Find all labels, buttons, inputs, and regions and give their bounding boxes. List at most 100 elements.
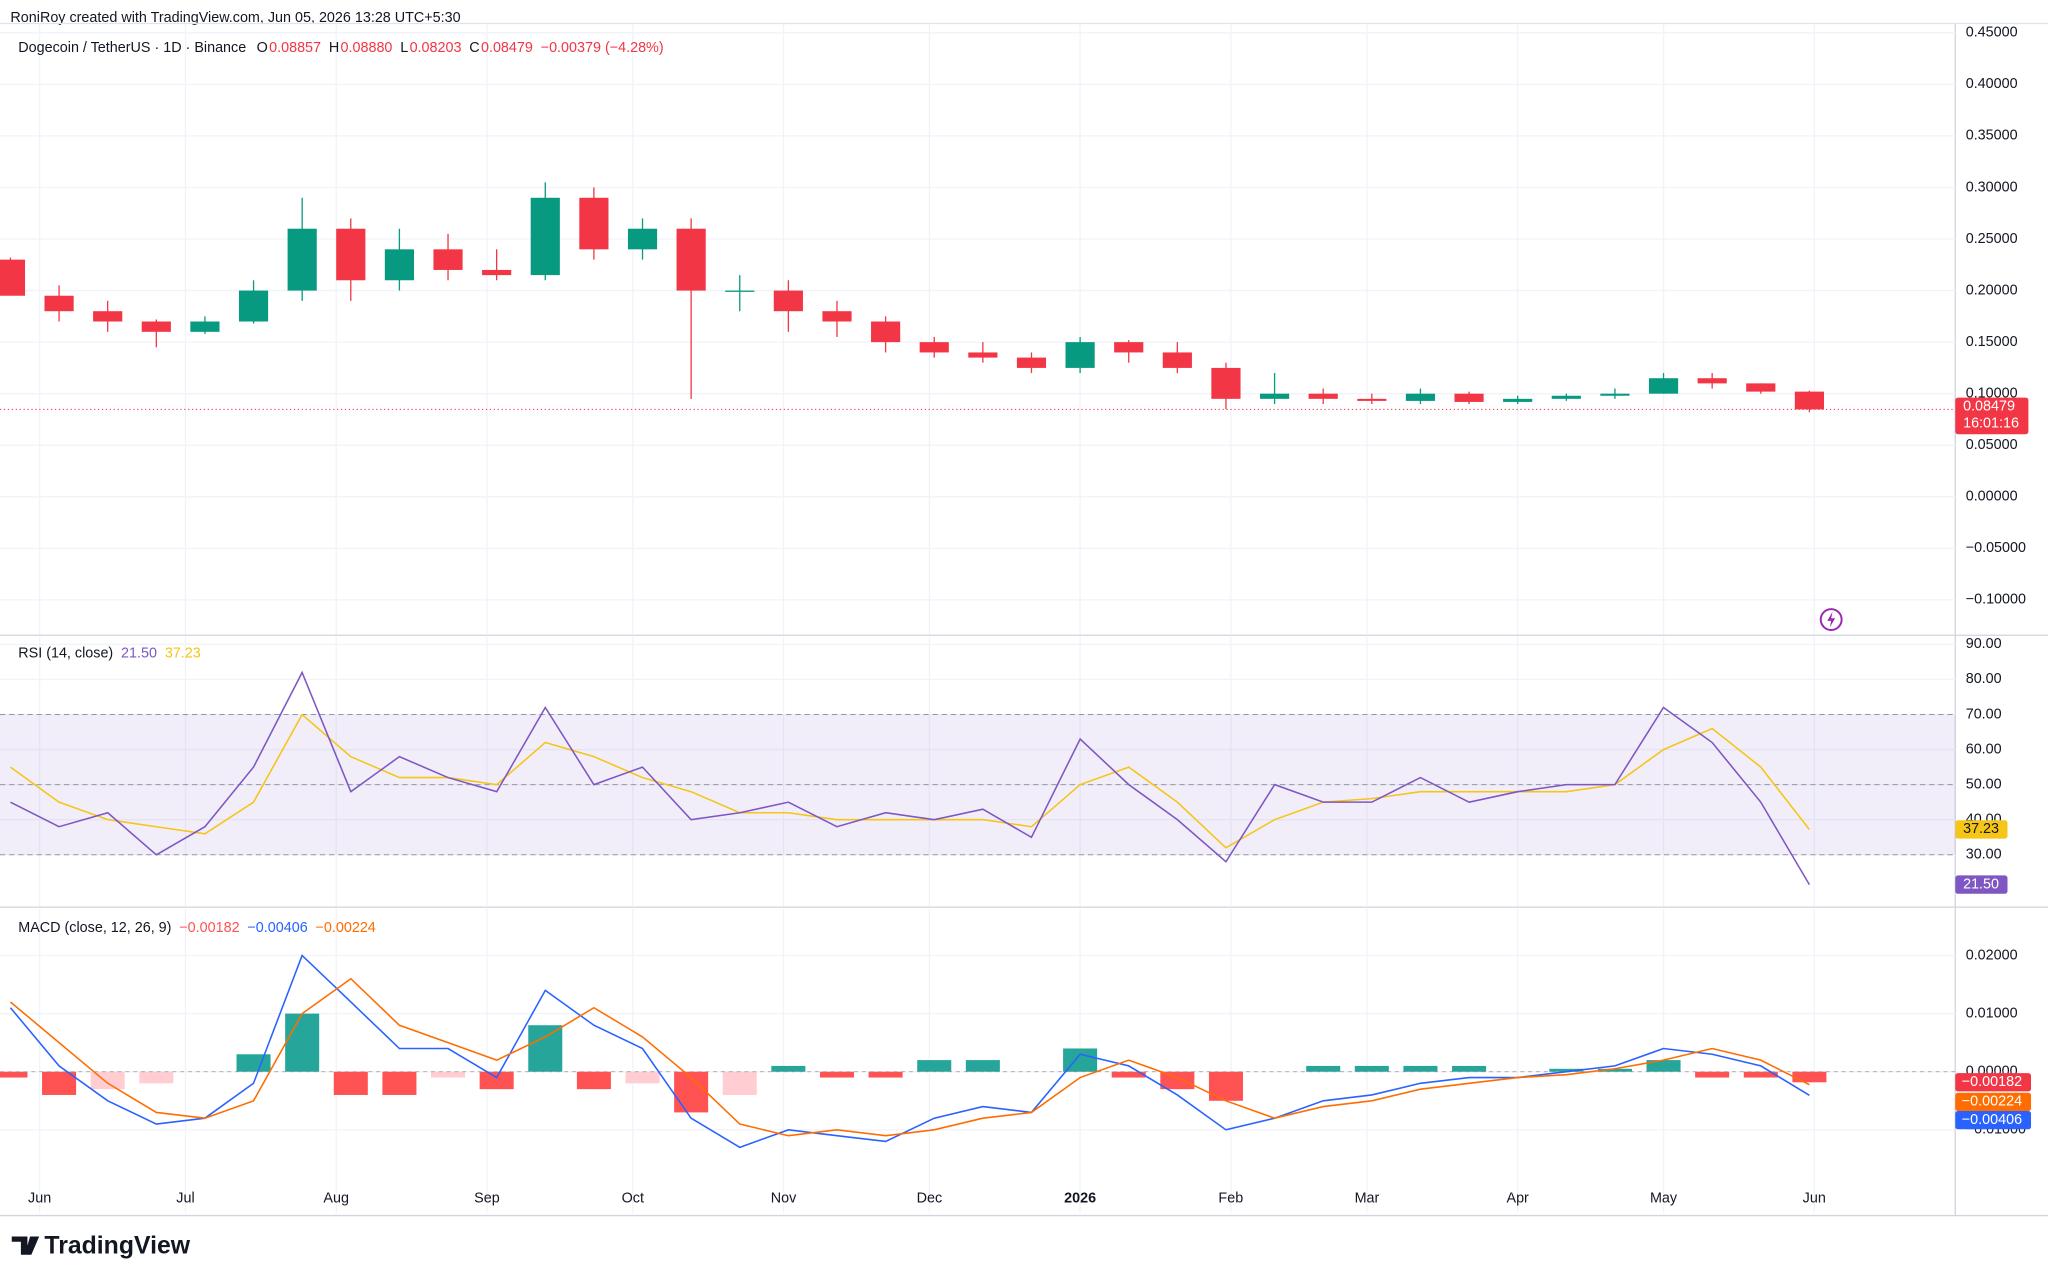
histogram-bar (42, 1071, 77, 1095)
y-tick-label: 0.40000 (1966, 76, 2018, 92)
y-tick-label: 60.00 (1966, 741, 2002, 757)
y-tick-label: 0.05000 (1966, 437, 2018, 453)
histogram-bar (1792, 1071, 1827, 1083)
histogram-bar (479, 1071, 514, 1090)
histogram-bar (1695, 1071, 1730, 1078)
change-value: −0.00379 (−4.28%) (541, 40, 664, 56)
y-tick-label: 90.00 (1966, 636, 2002, 652)
alert-icon[interactable] (1819, 608, 1843, 631)
x-tick-label: Feb (1218, 1190, 1243, 1206)
candle-body (1016, 357, 1047, 368)
alert-circle (1819, 608, 1843, 631)
candle-body (822, 311, 852, 322)
logo-text: TradingView (44, 1232, 190, 1259)
histogram-bar (771, 1065, 806, 1072)
y-tick-label: 0.00000 (1966, 489, 2018, 505)
y-tick-label: 0.02000 (1966, 947, 2018, 963)
y-tick-label: −0.05000 (1966, 540, 2026, 556)
candle-body (1308, 393, 1338, 399)
y-tick-label: 80.00 (1966, 671, 2002, 687)
axis-value: −0.00182 (1962, 1074, 2022, 1090)
indicator-value: −0.00182 (179, 920, 239, 936)
y-tick-label: 0.30000 (1966, 179, 2018, 195)
x-tick-label: Mar (1355, 1190, 1380, 1206)
candle-body (0, 259, 26, 296)
ohlc-value: 0.08203 (410, 40, 462, 56)
histogram-bar (576, 1071, 611, 1090)
candle-body (871, 321, 901, 343)
indicator-value: −0.00406 (247, 920, 307, 936)
histogram-bar (0, 1071, 28, 1078)
y-tick-label: −0.10000 (1966, 592, 2026, 608)
candle-body (190, 321, 220, 332)
y-tick-label: 0.20000 (1966, 282, 2018, 298)
histogram-bar (1354, 1065, 1389, 1072)
price-label: 0.08479 (1963, 399, 2015, 415)
symbol-legend: Dogecoin / TetherUS · 1D · Binance (18, 40, 246, 56)
axis-value-bg (1955, 875, 2008, 894)
candle-body (1211, 367, 1241, 399)
x-tick-label: Aug (323, 1190, 349, 1206)
y-tick-label: 0.15000 (1966, 334, 2018, 350)
x-tick-label: Oct (622, 1190, 644, 1206)
y-tick-label: 0.35000 (1966, 128, 2018, 144)
histogram-bar (1597, 1068, 1632, 1072)
histogram-bar (431, 1071, 466, 1078)
candle-body (238, 290, 269, 322)
axis-value: −0.00406 (1962, 1112, 2022, 1128)
histogram-bar (1452, 1065, 1487, 1072)
axis-value: 21.50 (1963, 876, 1999, 892)
axis-value-bg (1955, 820, 2008, 839)
candle-body (1648, 378, 1679, 394)
histogram-bar (90, 1071, 125, 1090)
candle-body (1746, 383, 1776, 392)
histogram-bar (285, 1013, 320, 1072)
histogram-bar (1306, 1065, 1341, 1072)
candle-body (968, 352, 998, 358)
histogram-bar (965, 1060, 1000, 1072)
y-tick-label: 0.01000 (1966, 1005, 2018, 1021)
histogram-bar (1743, 1071, 1778, 1078)
candle-body (44, 295, 74, 312)
axis-value-bg (1955, 1073, 2032, 1092)
candle-body (1405, 393, 1436, 401)
indicator-title: RSI (14, close) (18, 645, 113, 661)
axis-value: −0.00224 (1962, 1094, 2022, 1110)
candle-body (336, 228, 366, 281)
y-tick-label: 70.00 (1966, 706, 2002, 722)
histogram-bar (625, 1071, 660, 1084)
candle-body (579, 197, 609, 250)
histogram-bar (1403, 1065, 1438, 1072)
candle-body (725, 290, 755, 292)
candle-body (93, 311, 123, 322)
candle-body (1114, 342, 1144, 353)
candle-body (384, 249, 414, 281)
axis-value-bg (1955, 1092, 2032, 1112)
candle-body (287, 228, 317, 291)
x-tick-label: Nov (771, 1190, 797, 1206)
x-tick-label: Sep (474, 1190, 500, 1206)
macd-line (9, 954, 1810, 1149)
logo: TradingView (11, 1232, 191, 1260)
candle-body (676, 228, 706, 291)
histogram-bar (528, 1025, 563, 1072)
x-tick-label: Jun (1803, 1190, 1826, 1206)
indicator-value: 21.50 (121, 645, 157, 661)
histogram-bar (868, 1071, 903, 1078)
histogram-bar (333, 1071, 368, 1095)
histogram-bar (236, 1054, 271, 1072)
histogram-bar (1063, 1048, 1098, 1072)
y-tick-label: 0.10000 (1966, 385, 2018, 401)
candle-body (482, 269, 512, 276)
ohlc-label: O (257, 40, 268, 56)
indicator-title: MACD (close, 12, 26, 9) (18, 920, 171, 936)
ohlc-value: 0.08880 (341, 40, 393, 56)
histogram-bar (139, 1071, 174, 1084)
indicator-value: −0.00224 (316, 920, 376, 936)
macd-line (9, 977, 1810, 1137)
axis-value-bg (1955, 1111, 2032, 1130)
x-tick-label: Jul (176, 1190, 194, 1206)
histogram-bar (1646, 1060, 1681, 1072)
